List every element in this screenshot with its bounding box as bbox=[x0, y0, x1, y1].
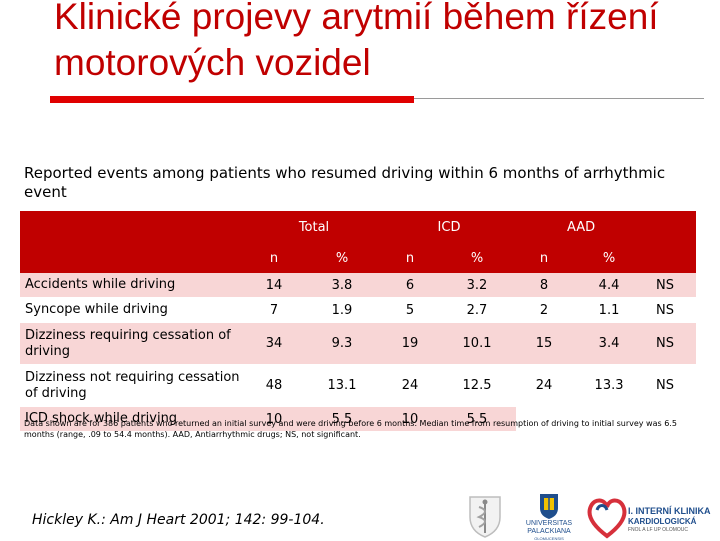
cell-significance: NS bbox=[646, 364, 697, 407]
row-label: ICD shock while driving bbox=[20, 406, 246, 432]
row-label: Dizziness requiring cessation of driving bbox=[20, 322, 246, 365]
cell-icd-n: 19 bbox=[382, 322, 438, 365]
cell-aad-n: 24 bbox=[516, 364, 573, 407]
clinic-line-1: I. INTERNÍ KLINIKA bbox=[628, 506, 711, 516]
cell-total-pct: 3.8 bbox=[302, 273, 382, 298]
group-header-aad: AAD bbox=[516, 211, 647, 244]
cell-icd-n: 6 bbox=[382, 273, 438, 298]
group-header-icd: ICD bbox=[382, 211, 517, 244]
table-group-header: Total ICD AAD bbox=[20, 211, 697, 244]
title-underline-red bbox=[50, 96, 414, 103]
row-label: Dizziness not requiring cessation of dri… bbox=[20, 364, 246, 407]
cell-aad-pct: 4.4 bbox=[572, 273, 647, 298]
cell-total-pct: 9.3 bbox=[302, 322, 382, 365]
university-line-1: UNIVERSITAS bbox=[525, 520, 573, 527]
cell-icd-pct: 2.7 bbox=[438, 297, 517, 323]
cell-icd-pct: 5.5 bbox=[438, 406, 517, 432]
cell-aad-n: 8 bbox=[516, 273, 573, 298]
subheader-total-pct: % bbox=[302, 244, 382, 273]
cell-icd-n: 10 bbox=[382, 406, 438, 432]
citation: Hickley K.: Am J Heart 2001; 142: 99-104… bbox=[32, 512, 325, 528]
university-line-3: OLOMUCENSIS bbox=[534, 536, 564, 541]
cell-icd-n: 5 bbox=[382, 297, 438, 323]
cell-total-n: 10 bbox=[246, 406, 302, 432]
cell-total-n: 7 bbox=[246, 297, 302, 323]
table-footnote: Data shown are for 386 patients who retu… bbox=[24, 419, 677, 439]
table-caption: Reported events among patients who resum… bbox=[24, 164, 666, 201]
row-label: Accidents while driving bbox=[20, 273, 246, 298]
clinic-line-2: KARDIOLOGICKÁ bbox=[628, 517, 697, 526]
caduceus-crest-icon bbox=[469, 496, 501, 538]
title-underline-grey bbox=[414, 98, 704, 99]
row-label: Syncope while driving bbox=[20, 297, 246, 323]
cell-significance: NS bbox=[646, 273, 697, 298]
subheader-aad-pct: % bbox=[572, 244, 647, 273]
subheader-total-n: n bbox=[246, 244, 302, 273]
university-logo-text: UNIVERSITAS PALACKIANA OLOMUCENSIS bbox=[518, 520, 580, 541]
cell-aad-pct bbox=[572, 406, 647, 432]
clinic-line-3: FNOL A LF UP OLOMOUC bbox=[628, 527, 689, 533]
cell-significance bbox=[646, 406, 697, 432]
cell-aad-pct: 1.1 bbox=[572, 297, 647, 323]
cell-icd-pct: 3.2 bbox=[438, 273, 517, 298]
subheader-icd-n: n bbox=[382, 244, 438, 273]
group-header-total: Total bbox=[246, 211, 382, 244]
clinic-logo-text: I. INTERNÍ KLINIKA KARDIOLOGICKÁ FNOL A … bbox=[628, 506, 718, 534]
cell-icd-pct: 10.1 bbox=[438, 322, 517, 365]
cell-aad-n bbox=[516, 406, 573, 432]
slide-title: Klinické projevy arytmií během řízení mo… bbox=[54, 0, 659, 83]
cell-icd-n: 24 bbox=[382, 364, 438, 407]
heart-logo-icon bbox=[587, 498, 627, 539]
cell-total-n: 48 bbox=[246, 364, 302, 407]
cell-aad-pct: 13.3 bbox=[572, 364, 647, 407]
table-row: Dizziness requiring cessation of driving… bbox=[20, 322, 697, 365]
cell-total-n: 34 bbox=[246, 322, 302, 365]
table-row: Accidents while driving 14 3.8 6 3.2 8 4… bbox=[20, 273, 697, 298]
cell-aad-pct: 3.4 bbox=[572, 322, 647, 365]
university-line-2: PALACKIANA bbox=[527, 528, 571, 535]
cell-significance: NS bbox=[646, 297, 697, 323]
cell-significance: NS bbox=[646, 322, 697, 365]
university-shield-icon bbox=[540, 494, 558, 519]
table-row: ICD shock while driving 10 5.5 10 5.5 bbox=[20, 406, 697, 432]
cell-aad-n: 2 bbox=[516, 297, 573, 323]
subheader-aad-n: n bbox=[516, 244, 573, 273]
cell-aad-n: 15 bbox=[516, 322, 573, 365]
cell-total-n: 14 bbox=[246, 273, 302, 298]
cell-total-pct: 13.1 bbox=[302, 364, 382, 407]
cell-total-pct: 1.9 bbox=[302, 297, 382, 323]
table-sub-header: n % n % n % bbox=[20, 244, 697, 273]
events-table: Total ICD AAD n % n % n % Accidents whil… bbox=[20, 211, 697, 432]
table-row: Dizziness not requiring cessation of dri… bbox=[20, 364, 697, 407]
cell-total-pct: 5.5 bbox=[302, 406, 382, 432]
table-row: Syncope while driving 7 1.9 5 2.7 2 1.1 … bbox=[20, 297, 697, 323]
cell-icd-pct: 12.5 bbox=[438, 364, 517, 407]
subheader-icd-pct: % bbox=[438, 244, 517, 273]
